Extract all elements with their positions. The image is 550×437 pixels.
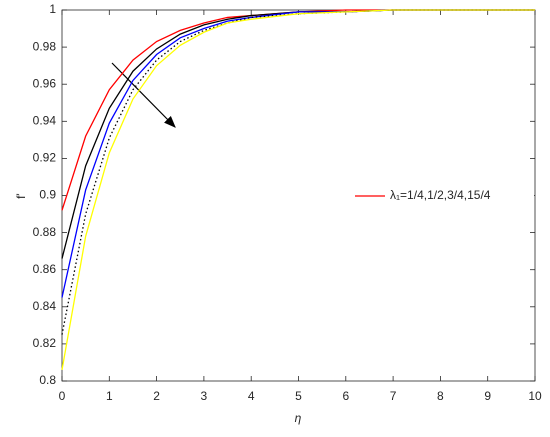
x-tick-label: 3 [201,389,208,403]
y-tick-label: 0.9 [39,188,56,202]
y-axis-label: f' [14,193,28,199]
y-tick-label: 0.84 [33,299,57,313]
x-axis-label: η [295,411,302,425]
x-tick-label: 10 [528,389,542,403]
x-tick-label: 2 [153,389,160,403]
x-tick-label: 5 [295,389,302,403]
y-tick-label: 0.96 [33,76,57,90]
x-tick-label: 8 [437,389,444,403]
x-tick-label: 9 [484,389,491,403]
legend-label: λ₁=1/4,1/2,3/4,15/4 [390,188,491,202]
y-tick-label: 0.94 [33,113,57,127]
y-tick-label: 0.98 [33,39,57,53]
y-tick-label: 1 [49,2,56,16]
x-tick-label: 0 [59,389,66,403]
y-tick-label: 0.8 [39,373,56,387]
legend-box [348,185,534,207]
y-tick-label: 0.88 [33,225,57,239]
y-tick-label: 0.86 [33,262,57,276]
line-series [61,9,535,370]
x-tick-label: 6 [342,389,349,403]
x-tick-label: 4 [248,389,255,403]
y-tick-label: 0.82 [33,336,57,350]
x-tick-label: 7 [390,389,397,403]
y-tick-label: 0.92 [33,151,57,165]
x-tick-label: 1 [106,389,113,403]
